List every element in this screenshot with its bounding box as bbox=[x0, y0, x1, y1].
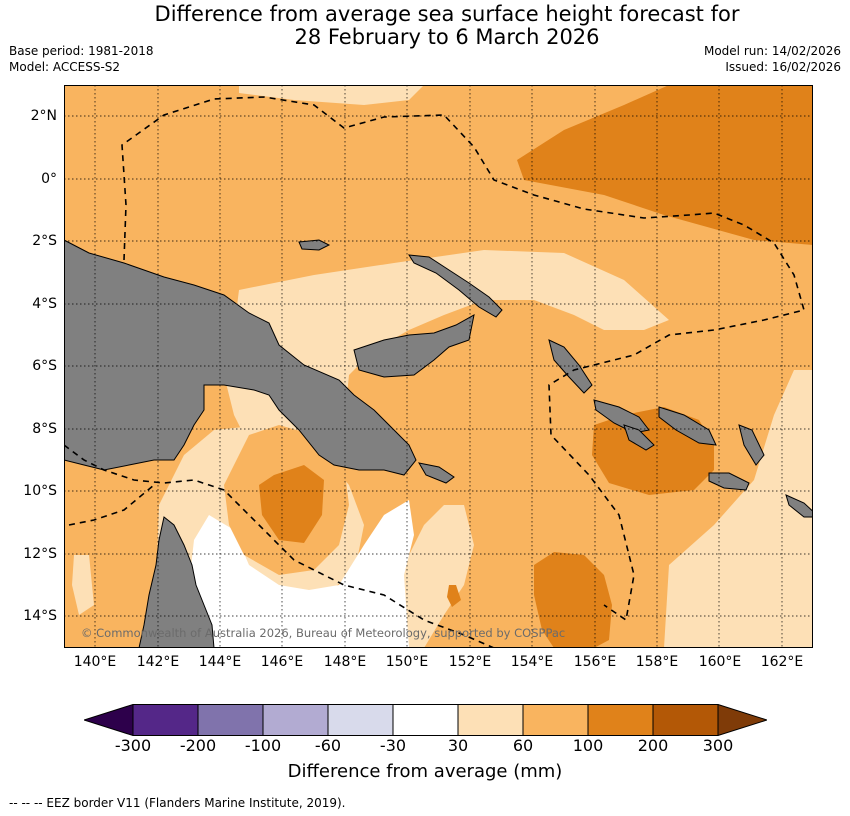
lon-label-148e: 148°E bbox=[323, 654, 367, 670]
colorbar-segment bbox=[652, 704, 719, 736]
lat-label-12s: 12°S bbox=[23, 546, 57, 562]
colorbar-tick: -30 bbox=[379, 736, 407, 755]
model-run-text: Model run: 14/02/2026 bbox=[703, 44, 841, 58]
lat-label-2s: 2°S bbox=[32, 233, 57, 249]
colorbar-tick: -60 bbox=[314, 736, 342, 755]
chart-title: Difference from average sea surface heig… bbox=[0, 3, 850, 49]
anomaly-zone-tiny-high bbox=[447, 585, 461, 607]
lon-label-152e: 152°E bbox=[448, 654, 492, 670]
colorbar-segment bbox=[457, 704, 524, 736]
anomaly-zone-northeast bbox=[517, 85, 813, 245]
land-new-guinea bbox=[64, 239, 417, 476]
land-bougainville bbox=[548, 339, 593, 394]
colorbar-tick: -100 bbox=[244, 736, 282, 755]
map-frame bbox=[64, 85, 813, 648]
lon-label-160e: 160°E bbox=[698, 654, 742, 670]
lat-label-0: 0° bbox=[41, 171, 57, 187]
land-new-ireland bbox=[408, 254, 503, 318]
anomaly-zone-southcentral-light bbox=[394, 505, 474, 648]
lat-label-8s: 8°S bbox=[32, 421, 57, 437]
colorbar-tick: -300 bbox=[114, 736, 152, 755]
lon-label-154e: 154°E bbox=[510, 654, 554, 670]
colorbar-label: Difference from average (mm) bbox=[287, 761, 563, 782]
land-solomon-1 bbox=[593, 399, 650, 434]
lon-label-144e: 144°E bbox=[198, 654, 242, 670]
map-gridlines bbox=[64, 85, 813, 648]
meta-right: Model run: 14/02/2026 Issued: 16/02/2026 bbox=[704, 43, 841, 75]
colorbar-tick: 60 bbox=[512, 736, 534, 755]
land-manus bbox=[298, 239, 331, 251]
anomaly-zone-coral-high bbox=[534, 552, 612, 648]
lat-label-10s: 10°S bbox=[23, 483, 57, 499]
colorbar-segment bbox=[132, 704, 199, 736]
land-louisiade bbox=[418, 462, 455, 484]
lon-label-146e: 146°E bbox=[260, 654, 304, 670]
colorbar-segment bbox=[197, 704, 264, 736]
title-line-1: Difference from average sea surface heig… bbox=[154, 2, 740, 26]
lon-label-142e: 142°E bbox=[136, 654, 180, 670]
anomaly-zone-southwest-high bbox=[259, 465, 324, 543]
land-solomon-2 bbox=[658, 406, 717, 446]
colorbar-segment bbox=[392, 704, 459, 736]
lon-label-140e: 140°E bbox=[73, 654, 117, 670]
lon-label-156e: 156°E bbox=[573, 654, 617, 670]
lat-label-14s: 14°S bbox=[23, 608, 57, 624]
model-text: Model: ACCESS-S2 bbox=[9, 60, 121, 74]
colorbar-segment bbox=[327, 704, 394, 736]
colorbar-arrow-low bbox=[84, 704, 134, 736]
land-cape-york bbox=[138, 516, 215, 648]
colorbar-tick: 300 bbox=[702, 736, 734, 755]
anomaly-zone-top-light bbox=[239, 85, 424, 105]
map-credit: © Commonwealth of Australia 2026, Bureau… bbox=[81, 626, 565, 640]
anomaly-zone-left-light bbox=[72, 555, 94, 615]
land-islands-east bbox=[738, 424, 765, 466]
lon-label-162e: 162°E bbox=[760, 654, 804, 670]
colorbar-segment bbox=[262, 704, 329, 736]
meta-left: Base period: 1981-2018 Model: ACCESS-S2 bbox=[9, 43, 154, 75]
lat-label-6s: 6°S bbox=[32, 358, 57, 374]
colorbar-arrow-high bbox=[717, 704, 767, 736]
anomaly-zone-east-light bbox=[664, 370, 813, 648]
base-period-text: Base period: 1981-2018 bbox=[9, 44, 154, 58]
colorbar-tick: 100 bbox=[572, 736, 604, 755]
lat-label-4s: 4°S bbox=[32, 296, 57, 312]
eez-footnote: -- -- -- EEZ border V11 (Flanders Marine… bbox=[9, 796, 346, 810]
anomaly-zone-neutral bbox=[184, 500, 414, 648]
eez-border-lines bbox=[64, 96, 805, 648]
land-islands-southeast bbox=[785, 494, 813, 518]
colorbar-tick: -200 bbox=[179, 736, 217, 755]
lon-label-158e: 158°E bbox=[635, 654, 679, 670]
title-line-2: 28 February to 6 March 2026 bbox=[294, 25, 600, 49]
colorbar-tick: 200 bbox=[637, 736, 669, 755]
colorbar-segment bbox=[522, 704, 589, 736]
colorbar-tick: 30 bbox=[447, 736, 469, 755]
sea-surface-height-map: © Commonwealth of Australia 2026, Bureau… bbox=[64, 85, 813, 648]
colorbar-segment bbox=[587, 704, 654, 736]
lat-label-2n: 2°N bbox=[30, 108, 57, 124]
issued-text: Issued: 16/02/2026 bbox=[725, 60, 841, 74]
lon-label-150e: 150°E bbox=[385, 654, 429, 670]
land-new-britain bbox=[353, 314, 475, 378]
colorbar bbox=[84, 704, 767, 736]
